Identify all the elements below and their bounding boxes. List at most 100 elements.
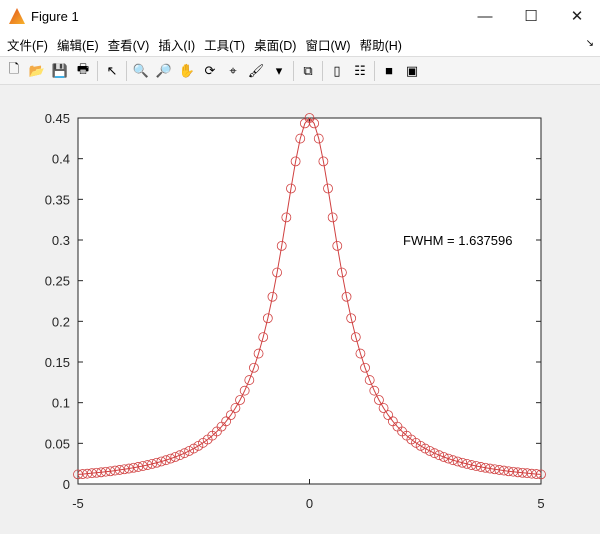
data-point bbox=[448, 455, 458, 466]
y-tick-label: 0.4 bbox=[52, 152, 70, 167]
data-point bbox=[142, 460, 153, 470]
data-point bbox=[272, 267, 282, 278]
data-point bbox=[114, 465, 125, 475]
pan-icon[interactable]: ✋ bbox=[178, 62, 196, 78]
data-point bbox=[165, 453, 176, 464]
data-point bbox=[267, 291, 278, 302]
save-icon[interactable]: 💾 bbox=[51, 62, 69, 78]
data-point bbox=[239, 385, 250, 396]
data-point bbox=[188, 443, 199, 454]
data-point bbox=[124, 463, 134, 474]
close-button[interactable]: ✕ bbox=[570, 8, 584, 25]
y-tick-label: 0.1 bbox=[52, 396, 70, 411]
data-point bbox=[355, 348, 366, 359]
menu-item-3[interactable]: 插入(I) bbox=[158, 38, 196, 53]
data-point bbox=[128, 462, 139, 473]
toolbar-separator bbox=[97, 60, 98, 81]
menu-item-0[interactable]: 文件(F) bbox=[7, 38, 48, 53]
data-point bbox=[221, 416, 232, 427]
data-point bbox=[350, 332, 361, 343]
maximize-button[interactable]: ☐ bbox=[524, 8, 538, 25]
toolbar-separator bbox=[322, 60, 323, 81]
minimize-button[interactable]: — bbox=[477, 7, 493, 25]
data-point bbox=[457, 457, 468, 468]
data-point bbox=[179, 448, 190, 459]
zoom-out-icon[interactable]: 🔎 bbox=[155, 62, 173, 78]
data-point bbox=[360, 362, 370, 373]
data-point bbox=[327, 212, 338, 223]
data-point bbox=[323, 183, 333, 194]
show-plot-tools-icon[interactable]: ▣ bbox=[405, 62, 419, 78]
brush-icon[interactable]: 🖌 bbox=[247, 62, 265, 78]
pointer-icon[interactable]: ↖ bbox=[106, 62, 118, 78]
x-tick-label: 0 bbox=[306, 496, 313, 511]
data-point bbox=[438, 452, 449, 462]
menu-item-7[interactable]: 帮助(H) bbox=[359, 38, 402, 53]
toolbar-separator bbox=[293, 60, 294, 81]
data-point bbox=[170, 452, 181, 462]
data-point bbox=[174, 450, 185, 461]
data-point bbox=[494, 465, 505, 475]
data-point bbox=[337, 267, 347, 278]
y-tick-label: 0.3 bbox=[52, 233, 70, 248]
data-point bbox=[225, 410, 236, 421]
data-point bbox=[332, 240, 343, 251]
data-point bbox=[295, 133, 306, 144]
x-tick-label: -5 bbox=[72, 496, 84, 511]
menu-item-1[interactable]: 编辑(E) bbox=[56, 38, 99, 53]
data-point bbox=[364, 375, 375, 385]
data-point bbox=[281, 212, 292, 223]
zoom-in-icon[interactable]: 🔍 bbox=[132, 62, 150, 78]
matlab-icon bbox=[9, 8, 25, 24]
data-point bbox=[415, 440, 426, 451]
axes-box bbox=[77, 117, 542, 485]
data-point bbox=[462, 459, 472, 469]
data-point bbox=[485, 463, 495, 474]
y-tick-label: 0.15 bbox=[45, 355, 70, 370]
data-point bbox=[147, 459, 157, 469]
menu-item-5[interactable]: 桌面(D) bbox=[254, 38, 297, 53]
rotate-icon[interactable]: ⟳ bbox=[204, 62, 216, 78]
data-point bbox=[536, 469, 546, 480]
legend-icon[interactable]: ☷ bbox=[354, 62, 366, 78]
dock-icon[interactable]: ↘ bbox=[585, 38, 594, 49]
open-icon[interactable]: 📂 bbox=[28, 62, 46, 78]
figure-canvas: 00.050.10.150.20.250.30.350.40.45-5 0 5FWH… bbox=[45, 111, 546, 511]
data-point bbox=[184, 446, 195, 456]
toolbar: 🗋 📂 💾 🖶 ↖ 🔍 🔎 ✋ ⟳ ⌖ 🖌 ▾ ⧉ ▯ ☷ ■ ▣ bbox=[0, 56, 600, 85]
data-point bbox=[443, 453, 454, 464]
title-bar: Figure 1 — ☐ ✕ bbox=[0, 0, 600, 32]
y-tick-label: 0.45 bbox=[45, 111, 70, 126]
data-point bbox=[452, 456, 463, 467]
colorbar-icon[interactable]: ▯ bbox=[333, 62, 341, 78]
data-point bbox=[309, 118, 320, 129]
data-cursor-icon[interactable]: ⌖ bbox=[229, 62, 237, 78]
new-figure-icon[interactable]: 🗋 bbox=[8, 60, 20, 76]
data-point bbox=[489, 464, 500, 475]
data-point bbox=[531, 469, 542, 479]
y-tick-label: 0.2 bbox=[52, 314, 70, 329]
menu-bar: 文件(F) 编辑(E) 查看(V) 插入(I) 工具(T) 桌面(D) 窗口(W) 帮助(H)… bbox=[0, 32, 600, 56]
data-point bbox=[378, 403, 389, 413]
menu-item-4[interactable]: 工具(T) bbox=[204, 38, 246, 53]
toolbar-separator bbox=[126, 60, 127, 81]
y-tick-label: 0.05 bbox=[45, 436, 70, 451]
data-point bbox=[105, 466, 116, 477]
fwhm-annotation: FWHM = 1.637596 bbox=[403, 233, 512, 248]
data-point bbox=[480, 462, 491, 473]
y-tick-label: 0 bbox=[63, 477, 70, 492]
brush-dropdown-icon[interactable]: ▾ bbox=[275, 62, 283, 78]
data-point bbox=[253, 348, 264, 359]
data-point bbox=[156, 456, 167, 467]
hide-plot-tools-icon[interactable]: ■ bbox=[385, 63, 393, 78]
data-point bbox=[471, 461, 482, 471]
data-point bbox=[424, 446, 435, 456]
link-plot-icon[interactable]: ⧉ bbox=[303, 62, 313, 78]
menu-item-6[interactable]: 窗口(W) bbox=[305, 38, 351, 53]
menu-item-2[interactable]: 查看(V) bbox=[107, 38, 150, 53]
data-point bbox=[262, 313, 273, 324]
print-icon[interactable]: 🖶 bbox=[76, 60, 90, 76]
data-point bbox=[341, 291, 352, 302]
data-point bbox=[346, 313, 357, 324]
data-point bbox=[235, 395, 245, 405]
